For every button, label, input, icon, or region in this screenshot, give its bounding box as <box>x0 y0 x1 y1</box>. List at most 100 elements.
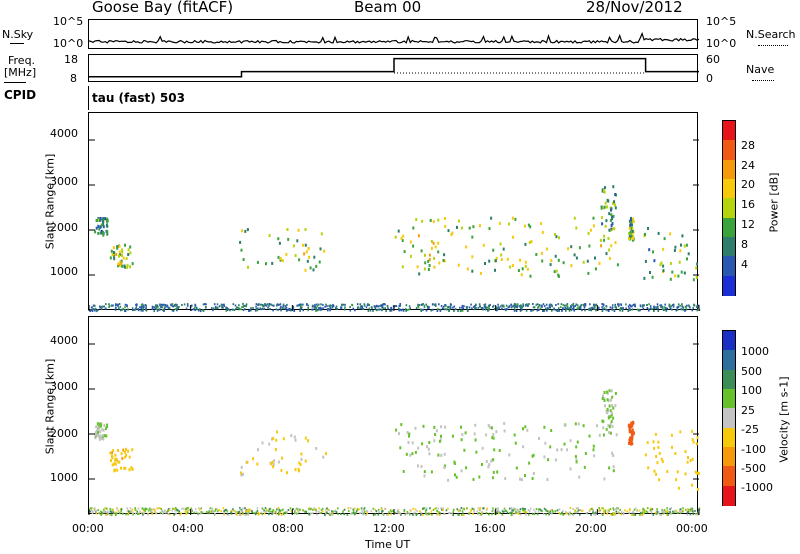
ground-scatter-cell <box>502 304 505 307</box>
ground-scatter-cell <box>508 507 511 510</box>
ground-scatter-cell <box>601 303 603 305</box>
ground-scatter-cell <box>174 509 176 512</box>
ground-scatter-cell <box>313 507 316 510</box>
ground-scatter-cell <box>166 305 169 308</box>
freq-panel <box>88 54 699 82</box>
ground-scatter-cell <box>390 510 393 513</box>
ground-scatter-cell <box>90 509 93 512</box>
ground-scatter-cell <box>263 304 265 307</box>
ground-scatter-cell <box>116 507 118 510</box>
ground-scatter-cell <box>489 303 491 306</box>
ground-scatter-cell <box>507 306 509 309</box>
ground-scatter-cell <box>692 307 694 310</box>
scatter-cell <box>606 407 609 411</box>
ground-scatter-cell <box>214 512 216 515</box>
ground-scatter-cell <box>137 308 139 311</box>
ground-scatter-cell <box>443 305 445 308</box>
ground-scatter-cell <box>672 305 675 308</box>
ground-scatter-cell <box>320 307 322 310</box>
scatter-cell <box>538 437 541 440</box>
ground-scatter-cell <box>261 513 264 516</box>
ground-scatter-cell <box>359 305 362 308</box>
ground-scatter-cell <box>563 304 566 307</box>
ground-scatter-cell <box>593 303 595 306</box>
ground-scatter-cell <box>559 512 562 515</box>
ground-scatter-cell <box>139 510 141 513</box>
ground-scatter-cell <box>411 513 414 516</box>
ground-scatter-cell <box>613 309 615 312</box>
scatter-cell <box>124 450 127 454</box>
ground-scatter-cell <box>618 308 621 311</box>
scatter-cell <box>433 425 436 429</box>
scatter-cell <box>96 433 99 436</box>
scatter-cell <box>411 441 414 445</box>
ground-scatter-cell <box>655 510 658 513</box>
ground-scatter-cell <box>320 508 323 511</box>
scatter-cell <box>485 433 488 437</box>
ground-scatter-cell <box>515 310 518 312</box>
scatter-cell <box>430 240 433 243</box>
ground-scatter-cell <box>653 309 655 312</box>
scatter-cell <box>114 457 117 461</box>
ground-scatter-cell <box>379 304 382 307</box>
ground-scatter-cell <box>665 309 668 312</box>
ground-scatter-cell <box>142 305 145 308</box>
scatter-cell <box>526 428 529 432</box>
scatter-cell <box>676 470 679 474</box>
scatter-cell <box>611 451 614 455</box>
scatter-cell <box>117 449 120 452</box>
ground-scatter-cell <box>146 508 148 511</box>
scatter-cell <box>528 241 531 244</box>
scatter-cell <box>612 469 615 473</box>
ground-scatter-cell <box>378 511 380 514</box>
ground-scatter-cell <box>108 303 110 306</box>
ground-scatter-cell <box>390 513 392 516</box>
ground-scatter-cell <box>501 307 503 310</box>
ground-scatter-cell <box>516 508 518 511</box>
ground-scatter-cell <box>372 507 375 510</box>
scatter-cell <box>608 389 611 393</box>
power-panel <box>88 112 701 313</box>
scatter-cell <box>607 399 610 403</box>
ground-scatter-cell <box>389 309 391 312</box>
scatter-cell <box>121 254 123 257</box>
ground-scatter-cell <box>484 303 487 306</box>
scatter-cell <box>272 436 275 440</box>
ground-scatter-cell <box>427 306 429 309</box>
scatter-cell <box>279 258 282 262</box>
scatter-cell <box>674 274 677 278</box>
ground-scatter-cell <box>603 303 605 306</box>
ground-scatter-cell <box>374 306 377 309</box>
ground-scatter-cell <box>458 513 460 516</box>
ground-scatter-cell <box>265 304 268 307</box>
ground-scatter-cell <box>689 513 692 516</box>
ground-scatter-cell <box>501 510 504 513</box>
ground-scatter-cell <box>441 307 444 310</box>
scatter-cell <box>601 189 604 193</box>
ground-scatter-cell <box>326 305 328 308</box>
ground-scatter-cell <box>529 510 531 513</box>
scatter-cell <box>574 455 577 459</box>
scatter-cell <box>644 453 647 457</box>
scatter-cell <box>604 186 606 190</box>
ground-scatter-cell <box>612 512 615 515</box>
ground-scatter-cell <box>222 303 224 306</box>
ground-scatter-cell <box>329 305 331 308</box>
ground-scatter-cell <box>589 303 591 306</box>
scatter-cell <box>106 230 109 234</box>
scatter-cell <box>609 422 612 426</box>
scatter-cell <box>122 256 125 260</box>
ground-scatter-cell <box>168 507 171 510</box>
ground-scatter-cell <box>164 509 166 512</box>
ground-scatter-cell <box>594 513 597 516</box>
scatter-cell <box>610 389 613 393</box>
scatter-cell <box>112 246 115 250</box>
ground-scatter-cell <box>109 510 112 513</box>
scatter-cell <box>628 427 631 431</box>
scatter-cell <box>127 449 130 453</box>
ground-scatter-cell <box>513 507 515 510</box>
ground-scatter-cell <box>232 303 235 306</box>
ground-scatter-cell <box>400 513 402 516</box>
ground-scatter-cell <box>474 305 476 308</box>
ground-scatter-cell <box>322 303 324 306</box>
